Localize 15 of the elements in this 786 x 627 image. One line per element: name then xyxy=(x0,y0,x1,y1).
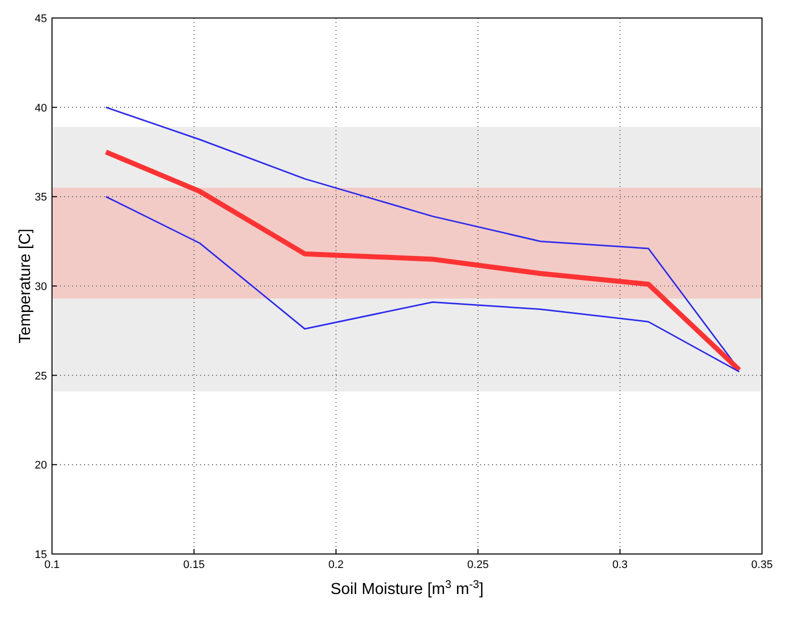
y-tick-label: 40 xyxy=(34,102,47,114)
x-tick-label: 0.3 xyxy=(612,559,628,571)
x-tick-label: 0.1 xyxy=(44,559,60,571)
y-axis-title: Temperature [C] xyxy=(17,228,34,344)
x-axis-title: Soil Moisture [m$^{3}$ m$^{-3}$] xyxy=(330,579,484,598)
x-tick-label: 0.2 xyxy=(328,559,344,571)
y-tick-label: 20 xyxy=(34,460,47,472)
y-tick-label: 45 xyxy=(34,13,47,25)
x-tick-label: 0.25 xyxy=(467,559,489,571)
x-tick-label: 0.35 xyxy=(751,559,773,571)
y-tick-label: 15 xyxy=(34,549,47,561)
y-tick-label: 30 xyxy=(34,281,47,293)
y-tick-label: 35 xyxy=(34,192,47,204)
y-tick-label: 25 xyxy=(34,370,47,382)
x-tick-label: 0.15 xyxy=(183,559,205,571)
